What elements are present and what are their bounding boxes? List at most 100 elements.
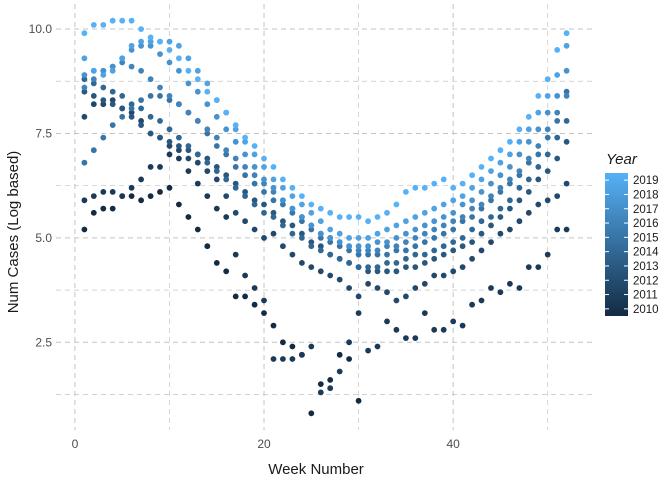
y-tick-label: 5.0 xyxy=(35,231,52,245)
x-tick-label: 0 xyxy=(72,437,79,451)
data-point xyxy=(516,126,523,133)
data-point xyxy=(516,218,523,225)
data-point xyxy=(327,377,334,383)
data-point xyxy=(109,101,116,108)
data-point xyxy=(374,343,381,350)
data-point xyxy=(81,76,88,83)
data-point xyxy=(478,205,485,212)
data-point xyxy=(374,239,381,246)
data-point xyxy=(166,47,173,53)
data-point xyxy=(431,272,438,279)
data-point xyxy=(194,180,201,187)
data-point xyxy=(355,397,362,404)
data-point xyxy=(251,301,258,308)
data-point xyxy=(280,218,286,225)
data-point xyxy=(421,239,428,246)
data-point xyxy=(242,293,249,300)
y-tick-label: 7.5 xyxy=(35,126,52,140)
data-point xyxy=(242,172,249,179)
data-point xyxy=(459,264,466,270)
data-point xyxy=(280,243,286,250)
data-point xyxy=(421,260,428,266)
data-point xyxy=(119,193,126,200)
data-point xyxy=(194,76,201,83)
data-point xyxy=(525,209,532,216)
data-point xyxy=(488,155,494,162)
data-point xyxy=(544,251,551,258)
data-point xyxy=(299,351,305,358)
data-point xyxy=(317,381,324,387)
data-point xyxy=(213,168,220,175)
data-point xyxy=(365,347,371,354)
data-point xyxy=(412,264,419,270)
data-point xyxy=(507,176,513,183)
data-points xyxy=(81,17,570,417)
data-point xyxy=(355,214,362,220)
legend-label: 2010 xyxy=(633,304,659,316)
data-point xyxy=(403,255,409,262)
data-point xyxy=(469,184,475,191)
data-point xyxy=(412,243,419,250)
data-point xyxy=(109,63,116,70)
data-point xyxy=(185,147,192,154)
data-point xyxy=(138,105,145,112)
data-point xyxy=(185,143,192,149)
legend-label: 2012 xyxy=(633,275,659,287)
data-point xyxy=(440,230,447,237)
data-point xyxy=(128,101,135,108)
data-point xyxy=(251,285,258,291)
data-point xyxy=(450,239,457,246)
data-point xyxy=(374,230,381,237)
data-point xyxy=(232,138,239,145)
data-point xyxy=(232,293,239,300)
data-point xyxy=(412,214,419,220)
data-point xyxy=(223,109,230,116)
data-point xyxy=(166,59,173,66)
data-point xyxy=(261,180,267,187)
data-point xyxy=(261,176,267,183)
data-point xyxy=(223,268,230,275)
data-point xyxy=(100,84,107,91)
data-point xyxy=(544,93,551,99)
data-point xyxy=(440,201,447,208)
data-point xyxy=(138,97,145,103)
data-point xyxy=(544,134,551,141)
data-point xyxy=(440,326,447,333)
data-point xyxy=(535,201,542,208)
data-point xyxy=(412,251,419,258)
data-point xyxy=(336,255,343,262)
data-point xyxy=(393,243,400,250)
data-point xyxy=(554,118,561,124)
data-point xyxy=(459,322,466,329)
data-point xyxy=(384,226,390,233)
data-point xyxy=(100,97,107,103)
y-tick-label: 2.5 xyxy=(35,335,52,349)
data-point xyxy=(403,189,409,195)
data-point xyxy=(261,201,267,208)
data-point xyxy=(497,205,504,212)
data-point xyxy=(336,239,343,246)
data-point xyxy=(393,268,400,275)
data-point xyxy=(450,197,457,204)
data-point xyxy=(507,226,513,233)
data-point xyxy=(365,218,371,225)
data-point xyxy=(81,55,88,62)
data-point xyxy=(204,168,211,175)
data-point xyxy=(242,134,249,141)
data-point xyxy=(497,289,504,296)
data-point xyxy=(412,335,419,341)
data-point xyxy=(327,272,334,279)
data-point xyxy=(488,222,494,229)
data-point xyxy=(516,172,523,179)
data-point xyxy=(393,247,400,254)
data-point xyxy=(393,260,400,266)
data-point xyxy=(563,226,570,233)
data-point xyxy=(412,226,419,233)
data-point xyxy=(563,180,570,187)
data-point xyxy=(431,247,438,254)
data-point xyxy=(213,205,220,212)
data-point xyxy=(554,109,561,116)
data-point xyxy=(166,97,173,103)
data-point xyxy=(90,193,97,200)
data-point xyxy=(204,101,211,108)
